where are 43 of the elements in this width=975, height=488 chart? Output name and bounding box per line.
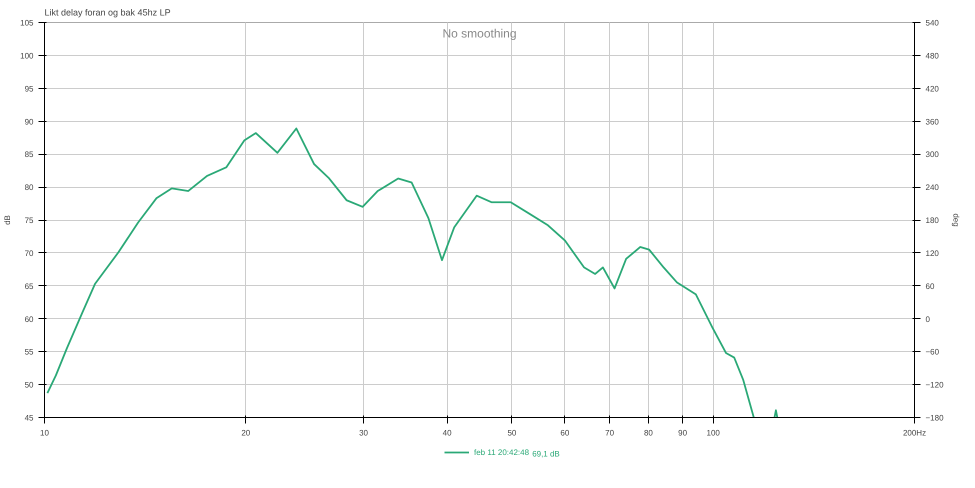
y-tick-label: 45 <box>24 414 34 422</box>
y2-tick-label: −60 <box>926 348 940 357</box>
x-tick-label: 200Hz <box>902 428 926 438</box>
y-tick-label: 90 <box>24 117 34 126</box>
y2-tick-label: 60 <box>926 282 935 291</box>
x-tick-label: 20 <box>241 428 251 438</box>
x-tick-label: 70 <box>605 428 615 438</box>
y2-tick-label: 240 <box>926 183 940 192</box>
y2-tick-label: 300 <box>926 150 940 160</box>
y-tick-label: 80 <box>24 183 34 192</box>
y2-axis-title: deg <box>952 213 961 227</box>
chart-title: Likt delay foran og bak 45hz LP <box>44 8 171 18</box>
x-tick-label: 60 <box>560 428 570 438</box>
x-tick-label: 100 <box>706 428 720 438</box>
y-tick-label: 50 <box>24 380 34 390</box>
x-tick-label: 10 <box>40 428 50 438</box>
y-tick-label: 100 <box>20 51 34 60</box>
y-tick-label: 65 <box>24 282 34 291</box>
x-tick-label: 50 <box>507 428 517 438</box>
annotation: No smoothing <box>442 26 517 40</box>
text: 69,1 dB <box>532 450 560 459</box>
x-tick-label: 40 <box>442 428 452 438</box>
x-tick-label: 90 <box>678 428 688 438</box>
y2-tick-label: 120 <box>926 248 940 258</box>
y-tick-label: 105 <box>20 18 34 28</box>
y-axis-title: dB <box>3 215 12 225</box>
y2-tick-label: −120 <box>926 380 944 390</box>
y-tick-label: 55 <box>24 348 34 357</box>
y2-tick-label: −180 <box>926 414 944 422</box>
x-tick-label: 80 <box>644 428 654 438</box>
y2-tick-label: 480 <box>926 51 940 60</box>
y2-tick-label: 0 <box>926 314 930 324</box>
legend-label: feb 11 20:42:48 <box>474 448 530 456</box>
y2-tick-label: 540 <box>926 18 940 28</box>
y-tick-label: 95 <box>24 84 34 94</box>
y2-tick-label: 360 <box>926 117 940 126</box>
y-tick-label: 60 <box>24 314 34 324</box>
y2-tick-label: 420 <box>926 84 940 94</box>
x-tick-label: 30 <box>359 428 369 438</box>
y-tick-label: 70 <box>24 248 34 258</box>
y-tick-label: 75 <box>24 216 34 225</box>
y2-tick-label: 180 <box>926 216 940 225</box>
y-tick-label: 85 <box>24 150 34 160</box>
